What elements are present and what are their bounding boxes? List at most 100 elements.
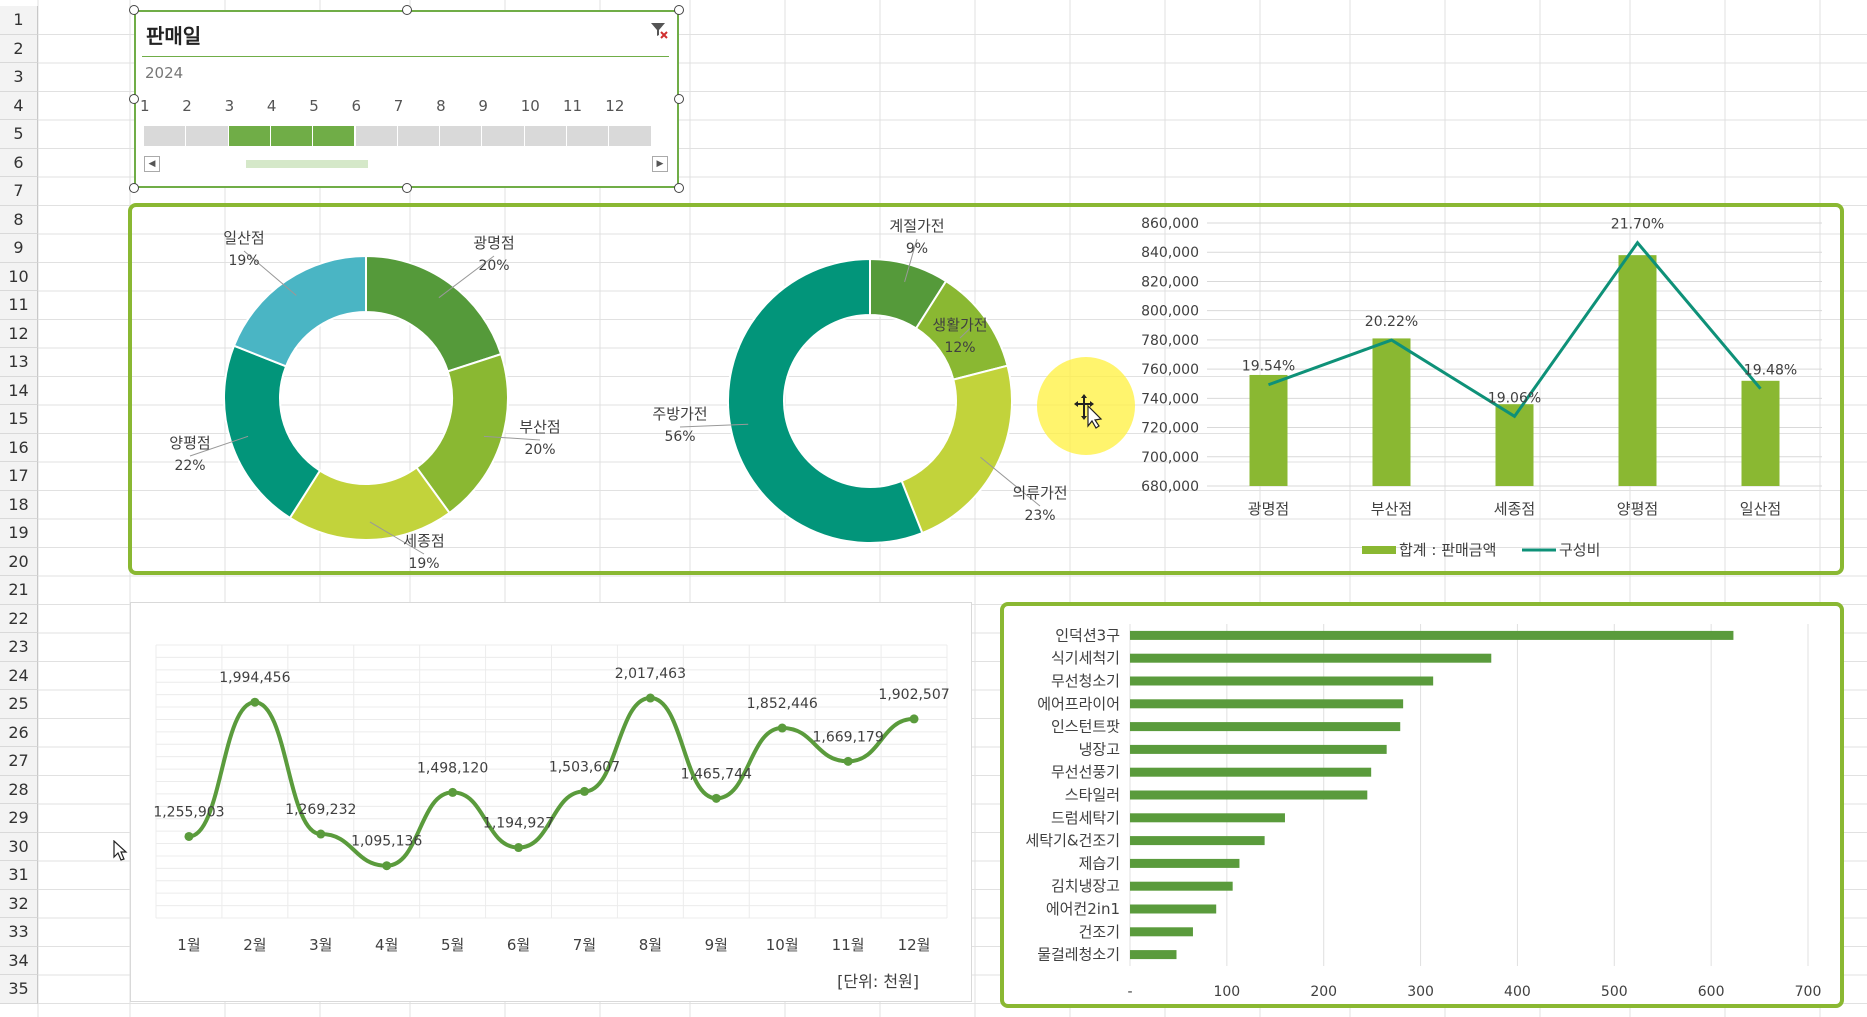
row-header[interactable]: 22 — [0, 604, 38, 633]
month-cell[interactable] — [567, 126, 610, 146]
month-cell[interactable] — [313, 126, 356, 146]
data-point — [514, 843, 524, 853]
resize-handle-tr[interactable] — [674, 5, 684, 15]
row-header[interactable]: 14 — [0, 376, 38, 405]
data-label: 1,498,120 — [417, 760, 488, 776]
donut-slice — [223, 344, 322, 520]
bar — [1130, 699, 1404, 709]
data-label: 1,852,446 — [747, 696, 818, 712]
row-header[interactable]: 29 — [0, 804, 38, 833]
data-point — [843, 756, 853, 766]
row-header[interactable]: 19 — [0, 519, 38, 548]
row-header[interactable]: 11 — [0, 291, 38, 320]
month-cell[interactable] — [270, 126, 314, 146]
row-header[interactable]: 30 — [0, 832, 38, 861]
category-label: 식기세척기 — [1051, 649, 1120, 667]
category-donut-chart[interactable]: 계절가전 9% 생활가전 12% 의류가전 23% 주방가전 56% — [600, 208, 1094, 570]
month-label[interactable]: 1 — [140, 97, 150, 115]
resize-handle-tl[interactable] — [129, 5, 139, 15]
scroll-thumb[interactable] — [246, 160, 368, 168]
clear-filter-icon[interactable] — [649, 20, 669, 40]
row-header[interactable]: 7 — [0, 177, 38, 206]
x-tick-label: 4월 — [375, 936, 398, 954]
month-label[interactable]: 5 — [309, 97, 319, 115]
row-header[interactable]: 33 — [0, 918, 38, 947]
resize-handle-bl[interactable] — [129, 183, 139, 193]
row-header[interactable]: 27 — [0, 747, 38, 776]
month-label[interactable]: 6 — [351, 97, 362, 115]
month-cell[interactable] — [144, 126, 187, 146]
month-label[interactable]: 12 — [605, 97, 625, 115]
monthly-sales-line-chart[interactable]: 1,255,903 1월 1,994,456 2월 1,269,232 3월 1,095,1… — [130, 602, 972, 1002]
donut-slice — [900, 364, 1013, 535]
scroll-left-button[interactable]: ◀ — [144, 156, 160, 172]
row-header[interactable]: 1 — [0, 6, 38, 35]
month-cell[interactable] — [397, 126, 441, 146]
row-header[interactable]: 32 — [0, 889, 38, 918]
month-cell[interactable] — [609, 126, 652, 146]
row-header[interactable]: 26 — [0, 718, 38, 747]
row-header[interactable]: 16 — [0, 433, 38, 462]
slice-value: 56% — [664, 429, 695, 445]
row-header[interactable]: 5 — [0, 120, 38, 149]
row-header[interactable]: 21 — [0, 576, 38, 605]
row-header[interactable]: 6 — [0, 148, 38, 177]
month-label[interactable]: 10 — [520, 97, 540, 115]
branch-combo-chart[interactable]: 680,000 700,000 720,000 740,000 760,000 780,0… — [1122, 208, 1838, 570]
slice-label: 양평점 — [169, 434, 210, 452]
donut-slice — [727, 257, 924, 544]
row-header[interactable]: 12 — [0, 319, 38, 348]
row-header[interactable]: 25 — [0, 690, 38, 719]
row-header[interactable]: 24 — [0, 661, 38, 690]
resize-handle-right[interactable] — [674, 94, 684, 104]
data-point — [382, 861, 392, 871]
month-label[interactable]: 2 — [182, 97, 192, 115]
row-header[interactable]: 8 — [0, 205, 38, 234]
row-header[interactable]: 18 — [0, 490, 38, 519]
product-bar-chart[interactable]: - 100 200 300 400 500 600 700 인덕션3구식기세척기무선청소기에어프… — [1006, 608, 1838, 1002]
month-cell[interactable] — [482, 126, 525, 146]
row-header[interactable]: 17 — [0, 462, 38, 491]
row-header[interactable]: 31 — [0, 861, 38, 890]
month-cell[interactable] — [186, 126, 229, 146]
month-label[interactable]: 8 — [436, 97, 446, 115]
resize-handle-bottom[interactable] — [402, 183, 412, 193]
data-label: 1,194,927 — [483, 816, 554, 832]
month-label[interactable]: 4 — [266, 97, 277, 115]
resize-handle-left[interactable] — [129, 94, 139, 104]
slice-label: 부산점 — [519, 418, 560, 436]
row-header[interactable]: 9 — [0, 234, 38, 263]
slice-value: 12% — [944, 340, 975, 356]
row-header[interactable]: 10 — [0, 262, 38, 291]
x-tick-label: 3월 — [309, 936, 332, 954]
month-cell[interactable] — [440, 126, 483, 146]
month-cell[interactable] — [524, 126, 567, 146]
row-header[interactable]: 23 — [0, 633, 38, 662]
row-header[interactable]: 28 — [0, 775, 38, 804]
month-label[interactable]: 7 — [393, 97, 404, 115]
branch-donut-chart[interactable]: 광명점 20% 부산점 20% 세종점 19% 양평점 22% 일산점 19% — [134, 208, 598, 570]
row-header[interactable]: 34 — [0, 946, 38, 975]
row-header[interactable]: 3 — [0, 63, 38, 92]
bar — [1130, 813, 1285, 823]
date-slicer[interactable]: 판매일 2024 1 2 3 4 5 6 7 8 9 10 11 12 ◀ ▶ — [134, 10, 679, 188]
row-header[interactable]: 4 — [0, 91, 38, 120]
data-point — [645, 693, 655, 703]
month-cell[interactable] — [228, 126, 271, 146]
month-cell[interactable] — [355, 126, 398, 146]
row-header[interactable]: 20 — [0, 547, 38, 576]
month-label[interactable]: 9 — [478, 97, 488, 115]
row-header[interactable]: 2 — [0, 34, 38, 63]
month-label[interactable]: 11 — [563, 97, 583, 115]
row-header[interactable]: 35 — [0, 975, 38, 1004]
resize-handle-top[interactable] — [402, 5, 412, 15]
row-header[interactable]: 13 — [0, 348, 38, 377]
month-label[interactable]: 3 — [224, 97, 235, 115]
scroll-right-button[interactable]: ▶ — [652, 156, 668, 172]
bar — [1130, 744, 1387, 754]
x-tick-label: 양평점 — [1617, 500, 1658, 518]
row-header[interactable]: 15 — [0, 405, 38, 434]
slice-value: 9% — [906, 241, 928, 257]
y-tick-label: 860,000 — [1141, 216, 1199, 232]
resize-handle-br[interactable] — [674, 183, 684, 193]
